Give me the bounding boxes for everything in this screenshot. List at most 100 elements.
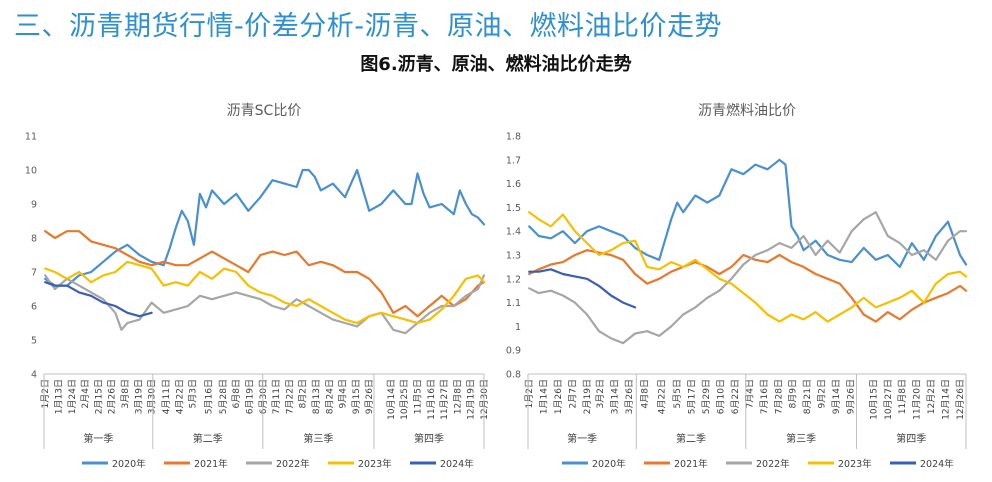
- legend-label: 2023年: [838, 458, 872, 470]
- y-tick-label: 1.6: [506, 179, 521, 190]
- x-tick-label: 1月2日: [40, 379, 51, 408]
- x-tick-label: 3月26日: [624, 379, 635, 414]
- y-tick-label: 1.2: [506, 274, 521, 285]
- legend-label: 2022年: [756, 458, 790, 470]
- x-tick-label: 5月3日: [188, 379, 199, 408]
- x-tick-label: 5月29日: [701, 379, 712, 414]
- x-tick-label: 9月15日: [351, 379, 362, 414]
- x-tick-label: 7月4日: [744, 379, 755, 408]
- x-tick-label: 10月25日: [399, 379, 410, 420]
- x-tick-label: 3月30日: [147, 379, 158, 414]
- figure-title: 图6.沥青、原油、燃料油比价走势: [360, 54, 632, 75]
- y-tick-label: 1.4: [506, 227, 521, 238]
- x-tick-label: 4月22日: [657, 379, 668, 414]
- y-tick-label: 0.9: [506, 346, 521, 357]
- legend-label: 2021年: [674, 458, 708, 470]
- x-tick-label: 11月16日: [426, 379, 437, 420]
- y-tick-label: 9: [31, 200, 37, 211]
- page-title: 三、沥青期货行情-价差分析-沥青、原油、燃料油比价走势: [14, 11, 722, 42]
- x-tick-label: 7月22日: [284, 379, 295, 414]
- x-tick-label: 7月11日: [271, 379, 282, 414]
- x-tick-label: 9月26日: [364, 379, 375, 414]
- x-tick-label: 12月8日: [452, 379, 463, 414]
- x-tick-label: 6月8日: [231, 379, 242, 408]
- legend-label: 2024年: [920, 458, 954, 470]
- x-tick-label: 3月2日: [595, 379, 606, 408]
- x-tick-label: 1月24日: [67, 379, 78, 414]
- x-tick-label: 4月11日: [161, 379, 172, 414]
- x-tick-label: 4月8日: [640, 379, 651, 408]
- x-tick-label: 6月22日: [730, 379, 741, 414]
- series-line-2024: [44, 281, 153, 318]
- quarter-label: 第三季: [303, 432, 333, 445]
- x-tick-label: 8月9日: [788, 379, 799, 408]
- x-tick-label: 9月2日: [817, 379, 828, 408]
- x-tick-label: 2月26日: [107, 379, 118, 414]
- y-tick-label: 5: [31, 336, 37, 347]
- x-tick-label: 8月24日: [324, 379, 335, 414]
- chart-title: 沥青SC比价: [227, 103, 302, 119]
- quarter-label: 第二季: [193, 432, 223, 445]
- chart-title: 沥青燃料油比价: [698, 102, 796, 119]
- x-tick-label: 11月20日: [912, 379, 923, 420]
- y-tick-label: 1.5: [506, 203, 521, 214]
- x-tick-label: 8月13日: [311, 379, 322, 414]
- quarter-label: 第一季: [567, 432, 597, 445]
- x-tick-label: 2月4日: [80, 379, 91, 408]
- x-tick-label: 5月5日: [672, 379, 683, 408]
- x-tick-label: 2月19日: [582, 379, 593, 414]
- x-tick-label: 12月30日: [479, 379, 490, 420]
- x-tick-label: 4月22日: [174, 379, 185, 414]
- x-tick-label: 11月5日: [413, 379, 424, 414]
- x-tick-label: 8月21日: [802, 379, 813, 414]
- y-tick-label: 11: [25, 132, 37, 143]
- x-tick-label: 7月16日: [759, 379, 770, 414]
- x-tick-label: 12月14日: [941, 379, 952, 420]
- x-tick-label: 10月14日: [386, 379, 397, 420]
- y-tick-label: 1: [515, 322, 521, 333]
- x-tick-label: 12月26日: [955, 379, 966, 420]
- x-tick-label: 7月28日: [773, 379, 784, 414]
- x-tick-label: 10月15日: [868, 379, 879, 420]
- x-tick-label: 6月19日: [244, 379, 255, 414]
- y-tick-label: 1.8: [506, 132, 521, 143]
- x-tick-label: 9月14日: [831, 379, 842, 414]
- y-tick-label: 4: [31, 370, 37, 381]
- y-tick-label: 10: [25, 166, 37, 177]
- legend-label: 2023年: [358, 458, 392, 470]
- x-tick-label: 1月2日: [524, 379, 535, 408]
- x-tick-label: 6月10日: [716, 379, 727, 414]
- x-tick-label: 5月16日: [203, 379, 214, 414]
- series-line-2023: [44, 260, 486, 325]
- x-tick-label: 11月27日: [439, 379, 450, 420]
- x-tick-label: 3月14日: [610, 379, 621, 414]
- x-tick-label: 9月4日: [338, 379, 349, 408]
- x-tick-label: 1月14日: [539, 379, 550, 414]
- y-tick-label: 7: [31, 268, 37, 279]
- series-line-2024: [528, 268, 637, 309]
- x-tick-label: 5月28日: [218, 379, 229, 414]
- series-line-2020: [44, 168, 486, 287]
- x-tick-label: 3月19日: [133, 379, 144, 414]
- series-line-2021: [528, 249, 968, 323]
- quarter-label: 第四季: [896, 432, 926, 445]
- series-line-2020: [528, 158, 968, 268]
- x-tick-label: 2月15日: [93, 379, 104, 414]
- x-tick-label: 8月2日: [298, 379, 309, 408]
- series-line-2022: [44, 274, 486, 335]
- quarter-label: 第三季: [786, 432, 816, 445]
- y-tick-label: 0.8: [506, 370, 521, 381]
- series-line-2021: [44, 230, 486, 318]
- x-tick-label: 1月26日: [553, 379, 564, 414]
- x-tick-label: 2月7日: [568, 379, 579, 408]
- x-tick-label: 6月30日: [258, 379, 269, 414]
- x-tick-label: 5月17日: [687, 379, 698, 414]
- y-tick-label: 1.1: [506, 298, 521, 309]
- x-tick-label: 9月26日: [845, 379, 856, 414]
- x-tick-label: 11月8日: [897, 379, 908, 414]
- x-tick-label: 3月8日: [120, 379, 131, 408]
- series-line-2023: [528, 211, 968, 323]
- legend-label: 2021年: [194, 458, 228, 470]
- x-tick-label: 12月2日: [926, 379, 937, 414]
- y-tick-label: 1.3: [506, 251, 521, 262]
